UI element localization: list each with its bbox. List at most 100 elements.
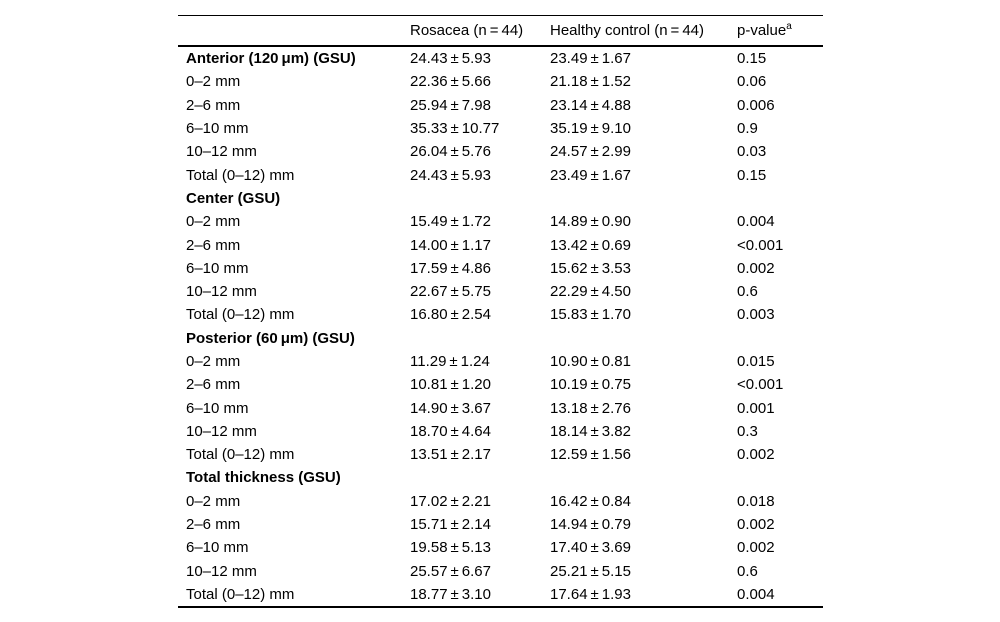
p-value: 0.006 <box>737 96 775 114</box>
table-row: 0–2 mm 11.29 ± 1.24 10.90 ± 0.81 0.015 <box>178 350 823 373</box>
healthy-control-value <box>550 466 737 489</box>
p-value: 0.002 <box>737 446 775 464</box>
table-row: 2–6 mm 10.81 ± 1.20 10.19 ± 0.75 <0.001 <box>178 373 823 396</box>
table-row: 6–10 mm 17.59 ± 4.86 15.62 ± 3.53 0.002 <box>178 257 823 280</box>
healthy-control-value: 16.42 ± 0.84 <box>550 492 631 510</box>
table-row: 6–10 mm 19.58 ± 5.13 17.40 ± 3.69 0.002 <box>178 536 823 559</box>
p-value: 0.9 <box>737 120 758 138</box>
healthy-control-value: 23.49 ± 1.67 <box>550 50 631 68</box>
rosacea-value: 18.70 ± 4.64 <box>410 422 491 440</box>
rosacea-value: 24.43 ± 5.93 <box>410 50 491 68</box>
rosacea-value <box>410 187 550 210</box>
p-value: 0.002 <box>737 516 775 534</box>
healthy-control-value: 25.21 ± 5.15 <box>550 562 631 580</box>
rosacea-value: 22.36 ± 5.66 <box>410 73 491 91</box>
header-p-value: p-valuea <box>737 15 823 47</box>
p-value: 0.03 <box>737 143 767 161</box>
table-row: Total (0–12) mm 18.77 ± 3.10 17.64 ± 1.9… <box>178 583 823 607</box>
row-label: Total (0–12) mm <box>186 585 295 603</box>
rosacea-value: 18.77 ± 3.10 <box>410 585 491 603</box>
rosacea-value: 15.71 ± 2.14 <box>410 516 491 534</box>
table-row: Center (GSU) <box>178 187 823 210</box>
row-label: 6–10 mm <box>186 399 249 417</box>
healthy-control-value: 22.29 ± 4.50 <box>550 283 631 301</box>
rosacea-value: 19.58 ± 5.13 <box>410 539 491 557</box>
rosacea-value: 15.49 ± 1.72 <box>410 213 491 231</box>
healthy-control-value: 35.19 ± 9.10 <box>550 120 631 138</box>
table-body: Anterior (120 μm) (GSU) 24.43 ± 5.93 23.… <box>178 46 823 607</box>
rosacea-value <box>410 466 550 489</box>
rosacea-value <box>410 327 550 350</box>
row-label: 0–2 mm <box>186 353 241 370</box>
healthy-control-value: 23.14 ± 4.88 <box>550 96 631 114</box>
p-value: 0.004 <box>737 213 775 231</box>
p-value: 0.001 <box>737 399 775 417</box>
table-row: Posterior (60 μm) (GSU) <box>178 327 823 350</box>
healthy-control-value: 12.59 ± 1.56 <box>550 446 631 464</box>
table-row: Anterior (120 μm) (GSU) 24.43 ± 5.93 23.… <box>178 46 823 70</box>
header-healthy-control: Healthy control (n = 44) <box>550 15 737 47</box>
row-label: 2–6 mm <box>186 236 241 254</box>
p-value: 0.002 <box>737 539 775 557</box>
rosacea-value: 16.80 ± 2.54 <box>410 306 491 324</box>
healthy-control-value <box>550 187 737 210</box>
row-label: Anterior (120 μm) (GSU) <box>186 50 356 68</box>
row-label: 6–10 mm <box>186 259 249 277</box>
table-row: 0–2 mm 22.36 ± 5.66 21.18 ± 1.52 0.06 <box>178 70 823 93</box>
table-row: 0–2 mm 15.49 ± 1.72 14.89 ± 0.90 0.004 <box>178 210 823 233</box>
p-value: <0.001 <box>737 236 784 254</box>
table-row: 6–10 mm 35.33 ± 10.77 35.19 ± 9.10 0.9 <box>178 117 823 140</box>
p-value: 0.018 <box>737 492 775 510</box>
healthy-control-value: 15.62 ± 3.53 <box>550 259 631 277</box>
healthy-control-value: 10.90 ± 0.81 <box>550 353 631 370</box>
healthy-control-value: 13.42 ± 0.69 <box>550 236 631 254</box>
rosacea-value: 22.67 ± 5.75 <box>410 283 491 301</box>
rosacea-value: 24.43 ± 5.93 <box>410 166 491 184</box>
p-value: 0.015 <box>737 353 775 370</box>
healthy-control-value: 15.83 ± 1.70 <box>550 306 631 324</box>
row-label: Posterior (60 μm) (GSU) <box>186 329 355 347</box>
healthy-control-value <box>550 327 737 350</box>
healthy-control-value: 14.94 ± 0.79 <box>550 516 631 534</box>
rosacea-value: 13.51 ± 2.17 <box>410 446 491 464</box>
rosacea-value: 17.02 ± 2.21 <box>410 492 491 510</box>
rosacea-value: 25.94 ± 7.98 <box>410 96 491 114</box>
header-row: Rosacea (n = 44) Healthy control (n = 44… <box>178 15 823 47</box>
healthy-control-value: 18.14 ± 3.82 <box>550 422 631 440</box>
healthy-control-value: 17.64 ± 1.93 <box>550 585 631 603</box>
table-row: 2–6 mm 25.94 ± 7.98 23.14 ± 4.88 0.006 <box>178 94 823 117</box>
table-row: 10–12 mm 25.57 ± 6.67 25.21 ± 5.15 0.6 <box>178 560 823 583</box>
table-row: 2–6 mm 15.71 ± 2.14 14.94 ± 0.79 0.002 <box>178 513 823 536</box>
rosacea-value: 10.81 ± 1.20 <box>410 376 491 394</box>
row-label: Total (0–12) mm <box>186 306 295 324</box>
row-label: Total thickness (GSU) <box>186 469 341 487</box>
row-label: 2–6 mm <box>186 516 241 534</box>
p-value: 0.15 <box>737 50 767 68</box>
row-label: Center (GSU) <box>186 189 281 207</box>
table-row: 10–12 mm 26.04 ± 5.76 24.57 ± 2.99 0.03 <box>178 140 823 163</box>
row-label: 0–2 mm <box>186 492 241 510</box>
healthy-control-value: 10.19 ± 0.75 <box>550 376 631 394</box>
table-row: 0–2 mm 17.02 ± 2.21 16.42 ± 0.84 0.018 <box>178 490 823 513</box>
table-row: Total (0–12) mm 13.51 ± 2.17 12.59 ± 1.5… <box>178 443 823 466</box>
row-label: 6–10 mm <box>186 539 249 557</box>
row-label: 6–10 mm <box>186 120 249 138</box>
row-label: 10–12 mm <box>186 143 257 161</box>
table-row: Total (0–12) mm 24.43 ± 5.93 23.49 ± 1.6… <box>178 163 823 186</box>
footnote-marker: a <box>786 21 792 32</box>
row-label: 0–2 mm <box>186 213 241 231</box>
table-row: 10–12 mm 22.67 ± 5.75 22.29 ± 4.50 0.6 <box>178 280 823 303</box>
p-value: 0.3 <box>737 422 758 440</box>
p-value <box>737 327 823 350</box>
rosacea-value: 35.33 ± 10.77 <box>410 120 500 138</box>
rosacea-value: 14.90 ± 3.67 <box>410 399 491 417</box>
healthy-control-value: 14.89 ± 0.90 <box>550 213 631 231</box>
row-label: 0–2 mm <box>186 73 241 91</box>
row-label: 10–12 mm <box>186 283 257 301</box>
table-row: 2–6 mm 14.00 ± 1.17 13.42 ± 0.69 <0.001 <box>178 233 823 256</box>
row-label: 10–12 mm <box>186 562 257 580</box>
rosacea-value: 25.57 ± 6.67 <box>410 562 491 580</box>
table-row: 6–10 mm 14.90 ± 3.67 13.18 ± 2.76 0.001 <box>178 396 823 419</box>
rosacea-value: 11.29 ± 1.24 <box>410 353 490 370</box>
